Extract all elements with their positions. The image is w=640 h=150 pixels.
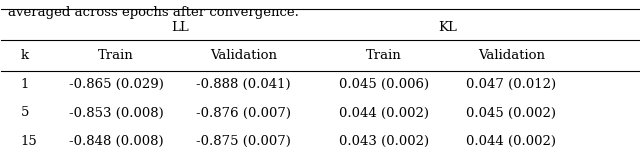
Text: 15: 15	[20, 135, 37, 148]
Text: -0.876 (0.007): -0.876 (0.007)	[196, 106, 291, 119]
Text: -0.848 (0.008): -0.848 (0.008)	[68, 135, 163, 148]
Text: 0.044 (0.002): 0.044 (0.002)	[466, 135, 556, 148]
Text: 0.043 (0.002): 0.043 (0.002)	[339, 135, 429, 148]
Text: 1: 1	[20, 78, 29, 91]
Text: -0.865 (0.029): -0.865 (0.029)	[68, 78, 164, 91]
Text: -0.888 (0.041): -0.888 (0.041)	[196, 78, 291, 91]
Text: 0.044 (0.002): 0.044 (0.002)	[339, 106, 429, 119]
Text: k: k	[20, 49, 29, 62]
Text: 0.045 (0.002): 0.045 (0.002)	[466, 106, 556, 119]
Text: 0.045 (0.006): 0.045 (0.006)	[339, 78, 429, 91]
Text: Train: Train	[98, 49, 134, 62]
Text: 5: 5	[20, 106, 29, 119]
Text: -0.875 (0.007): -0.875 (0.007)	[196, 135, 291, 148]
Text: Validation: Validation	[477, 49, 545, 62]
Text: Train: Train	[366, 49, 401, 62]
Text: averaged across epochs after convergence.: averaged across epochs after convergence…	[8, 6, 299, 19]
Text: 0.047 (0.012): 0.047 (0.012)	[466, 78, 556, 91]
Text: Validation: Validation	[210, 49, 277, 62]
Text: KL: KL	[438, 21, 457, 34]
Text: LL: LL	[171, 21, 189, 34]
Text: -0.853 (0.008): -0.853 (0.008)	[68, 106, 163, 119]
